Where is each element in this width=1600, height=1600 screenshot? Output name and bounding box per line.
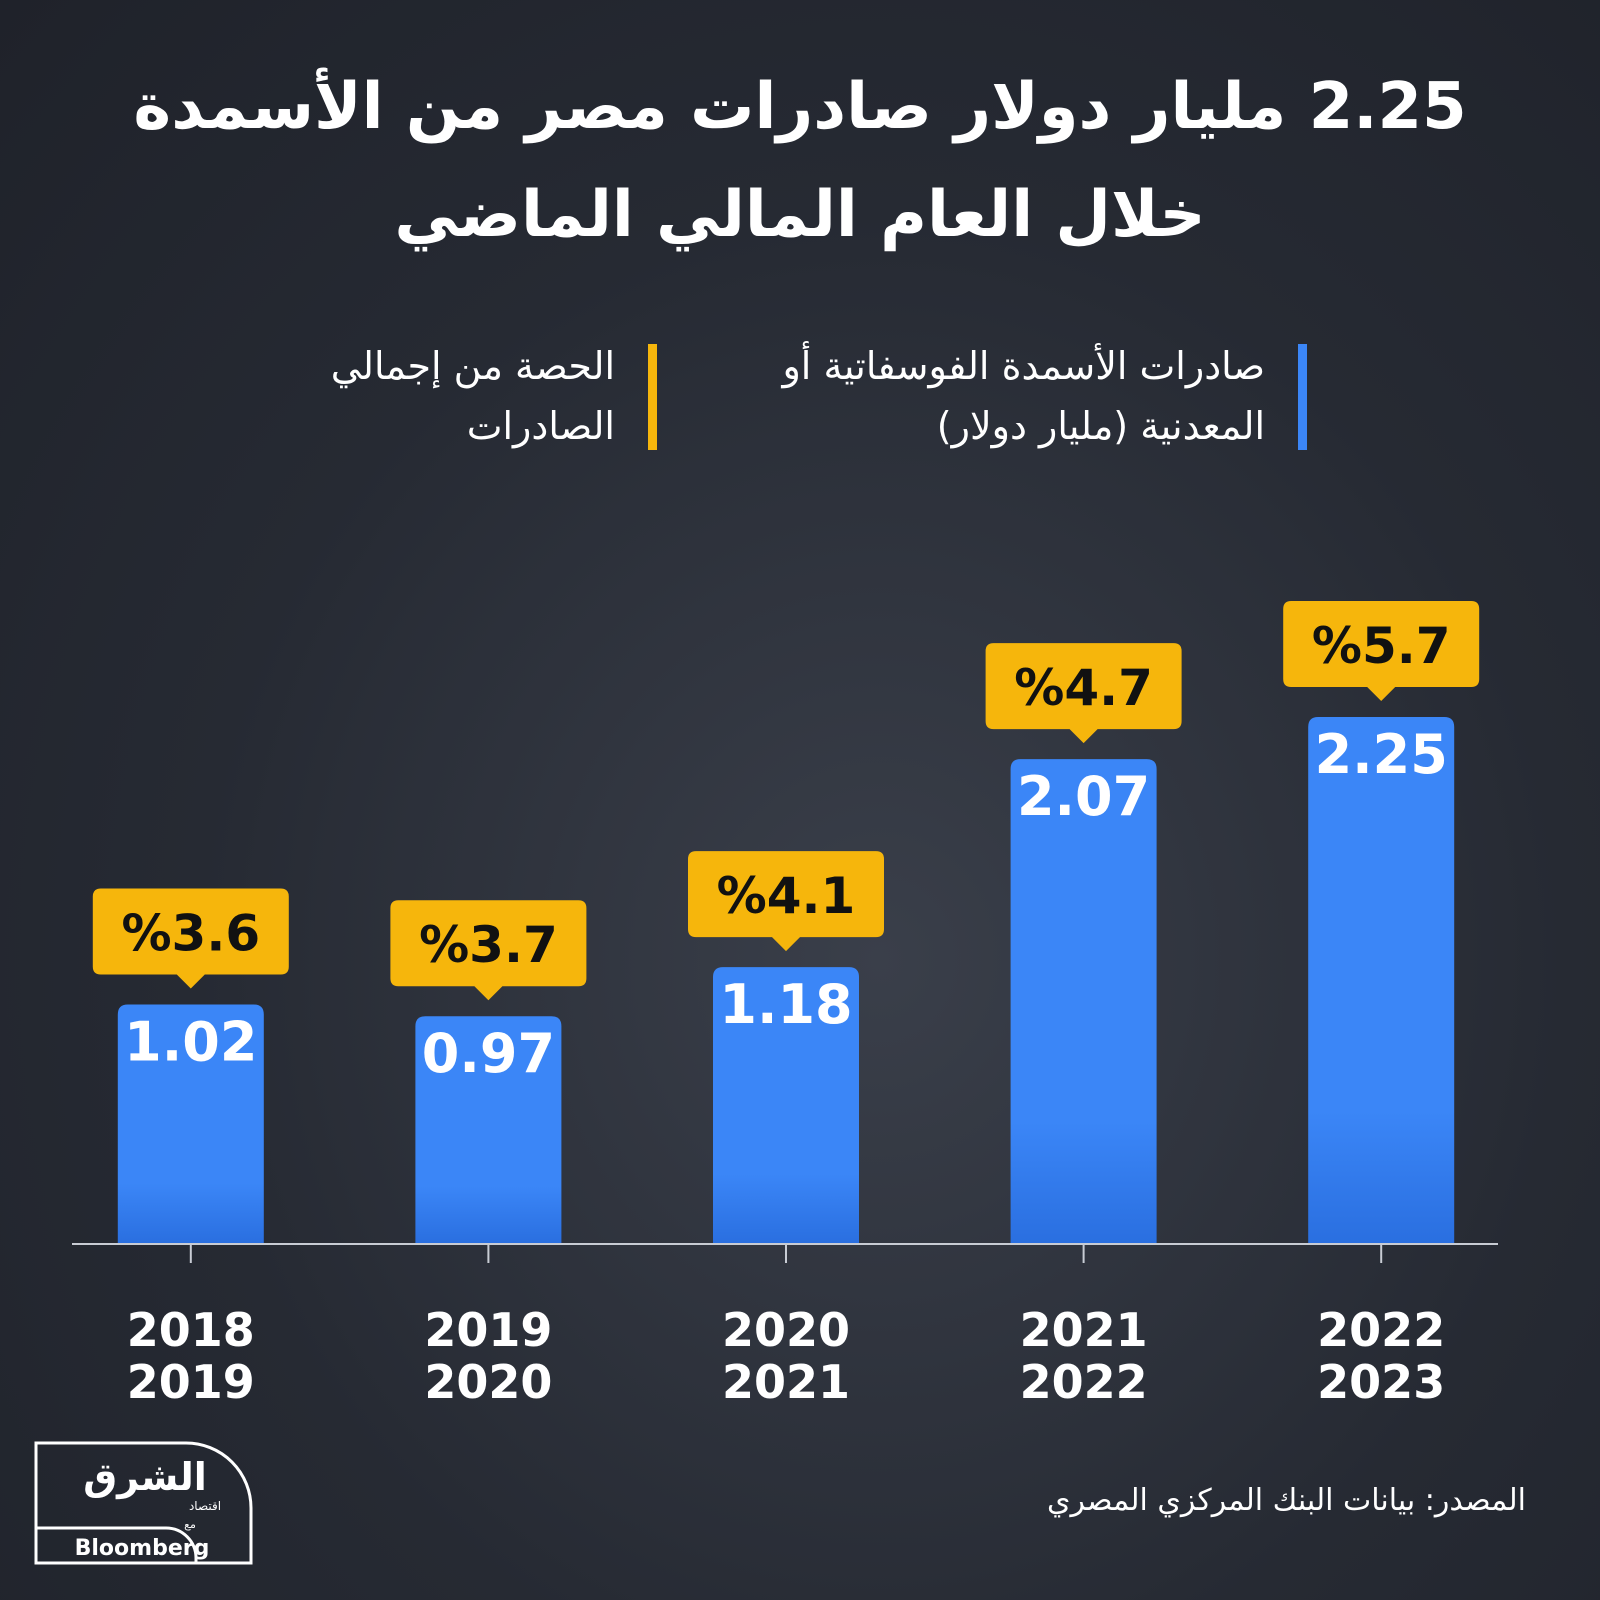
legend-item: صادرات الأسمدة الفوسفاتية أو المعدنية (م… bbox=[705, 336, 1307, 456]
legend-label: الحصة من إجمالي الصادرات bbox=[330, 344, 615, 448]
x-tick-label: 2021 bbox=[722, 1355, 850, 1409]
legend-swatch bbox=[1298, 344, 1307, 450]
value-label: 1.02 bbox=[124, 1011, 257, 1074]
share-label: %4.1 bbox=[717, 867, 856, 925]
bar bbox=[1010, 759, 1157, 1243]
legend-swatch bbox=[648, 344, 657, 450]
share-label-box bbox=[688, 851, 884, 952]
x-tick-label: 2018 bbox=[127, 1303, 255, 1357]
x-tick-label: 2020 bbox=[424, 1355, 552, 1409]
x-tick-label: 2022 bbox=[1317, 1303, 1445, 1357]
x-tick-label: 2019 bbox=[424, 1303, 552, 1357]
share-label-box bbox=[985, 643, 1182, 744]
title-line: خلال العام المالي الماضي bbox=[394, 178, 1206, 252]
share-label: %4.7 bbox=[1014, 659, 1153, 717]
logo-with: مع bbox=[184, 1518, 196, 1531]
title-line: 2.25 مليار دولار صادرات مصر من الأسمدة bbox=[133, 70, 1467, 144]
legend-item: الحصة من إجمالي الصادرات bbox=[255, 336, 657, 456]
x-tick-label: 2023 bbox=[1317, 1355, 1445, 1409]
x-tick-label: 2020 bbox=[722, 1303, 850, 1357]
value-label: 2.25 bbox=[1315, 723, 1448, 786]
logo-brand: الشرق bbox=[83, 1455, 207, 1499]
share-label-box bbox=[390, 900, 587, 1001]
x-tick-label: 2022 bbox=[1020, 1355, 1148, 1409]
value-label: 0.97 bbox=[422, 1022, 555, 1085]
share-label: %3.7 bbox=[419, 916, 558, 974]
x-tick-label: 2021 bbox=[1020, 1303, 1148, 1357]
bar bbox=[713, 967, 859, 1243]
logo-partner: Bloomberg bbox=[75, 1536, 210, 1561]
value-label: 1.18 bbox=[719, 973, 852, 1036]
share-label-box bbox=[92, 888, 289, 989]
share-label: %5.7 bbox=[1312, 617, 1451, 675]
bar bbox=[415, 1016, 562, 1243]
bar bbox=[1308, 717, 1455, 1243]
share-label: %3.6 bbox=[121, 905, 260, 963]
legend-label: صادرات الأسمدة الفوسفاتية أو المعدنية (م… bbox=[782, 344, 1265, 448]
bar bbox=[117, 1004, 264, 1243]
x-tick-label: 2019 bbox=[127, 1355, 255, 1409]
logo-section: اقتصاد bbox=[189, 1499, 221, 1513]
source: المصدر: بيانات البنك المركزي المصري bbox=[1046, 1483, 1526, 1518]
value-label: 2.07 bbox=[1017, 765, 1150, 828]
share-label-box bbox=[1283, 601, 1480, 701]
logo: الشرق اقتصاد مع Bloomberg bbox=[34, 1441, 253, 1565]
